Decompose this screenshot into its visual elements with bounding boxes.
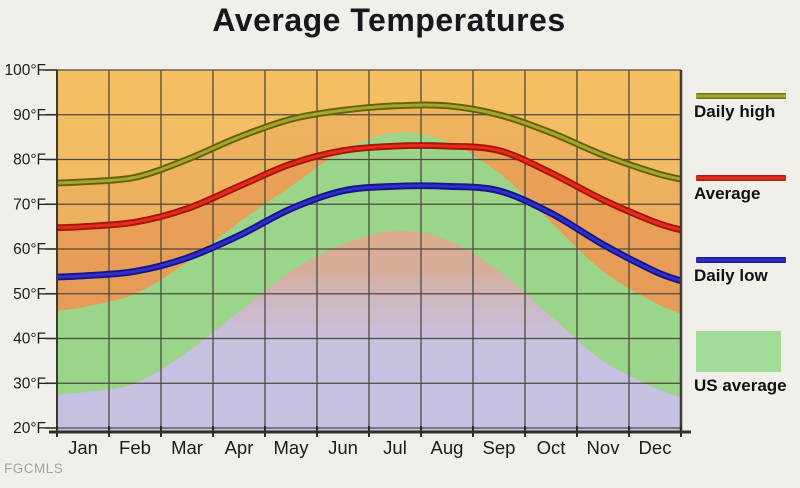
- x-axis-label: Oct: [537, 437, 566, 458]
- watermark: FGCMLS: [4, 461, 64, 476]
- x-axis-label: Mar: [171, 437, 203, 458]
- daily-high-line-core: [57, 103, 681, 185]
- y-axis-label: 70°F: [13, 196, 46, 213]
- y-axis-label: 20°F: [13, 420, 46, 437]
- x-axis-label: Jul: [383, 437, 407, 458]
- x-axis-label: Apr: [225, 437, 254, 458]
- x-axis-label: Dec: [639, 437, 672, 458]
- y-axis-label: 60°F: [13, 241, 46, 258]
- y-axis-label: 90°F: [13, 107, 46, 124]
- chart-title: Average Temperatures: [212, 2, 566, 38]
- average-line-core: [57, 144, 681, 232]
- x-axis-label: Sep: [483, 437, 516, 458]
- x-axis-label: Jun: [328, 437, 358, 458]
- y-axis-label: 40°F: [13, 331, 46, 348]
- x-axis-label: Jan: [68, 437, 98, 458]
- y-axis-label: 50°F: [13, 286, 46, 303]
- y-axis-label: 100°F: [4, 62, 46, 79]
- plot-area: [57, 69, 681, 432]
- y-axis-label: 30°F: [13, 375, 46, 392]
- x-axis-label: Aug: [431, 437, 464, 458]
- y-axis-label: 80°F: [13, 152, 46, 169]
- x-axis-label: Feb: [119, 437, 151, 458]
- x-axis-label: May: [274, 437, 310, 458]
- x-axis-label: Nov: [587, 437, 621, 458]
- daily-low-line-core: [57, 184, 681, 283]
